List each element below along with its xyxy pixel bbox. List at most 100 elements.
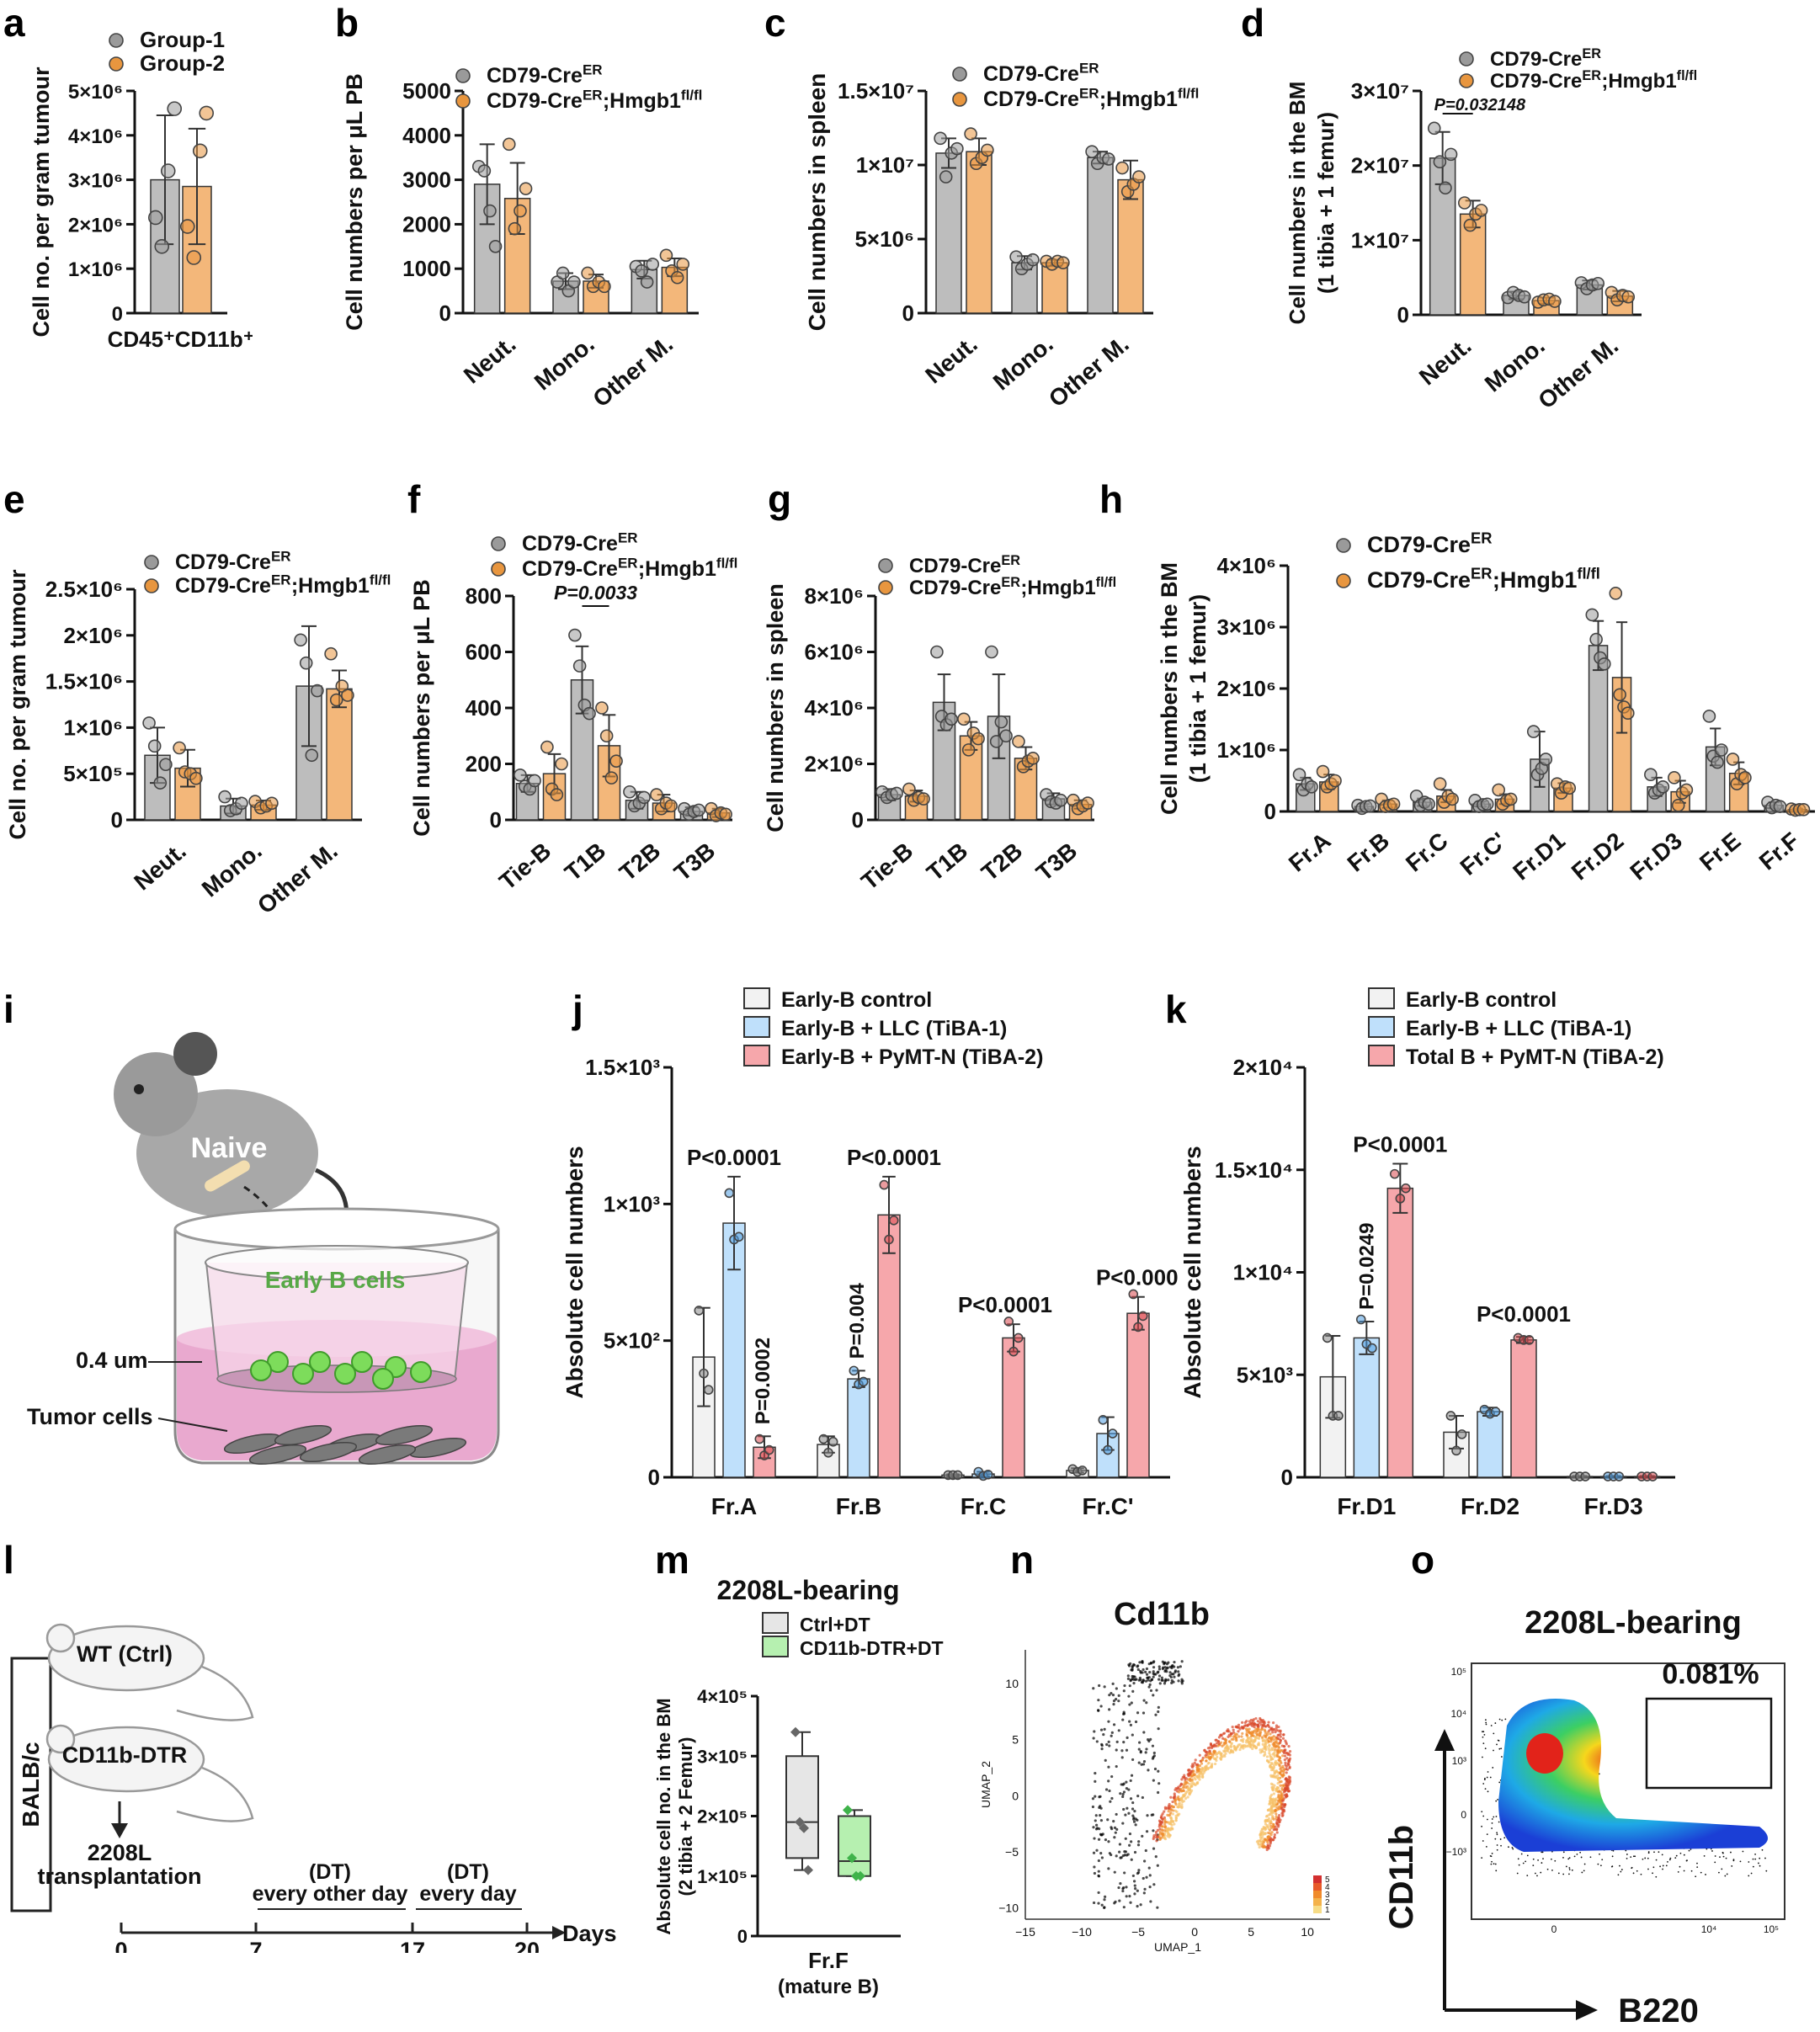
data-point-e — [305, 748, 319, 763]
chart-g: 0 2×10⁶ 4×10⁶ 6×10⁶ 8×10⁶ Cell numbers in spl… — [763, 553, 1116, 895]
y-tick-label: 5×10⁵ — [63, 761, 123, 786]
y-tick-label: 4×10⁶ — [1216, 553, 1276, 578]
data-point-j — [1098, 1415, 1109, 1425]
y-tick-label: 10³ — [1452, 1755, 1466, 1767]
data-point-b — [519, 182, 533, 195]
data-point-j — [754, 1434, 765, 1444]
data-point-h — [1492, 783, 1505, 797]
data-point-h — [1480, 797, 1494, 811]
data-point-h — [1562, 781, 1577, 795]
data-point-j — [823, 1447, 833, 1458]
data-point-h — [1422, 797, 1435, 811]
panel-label-f: f — [407, 477, 421, 521]
legend-marker — [952, 66, 967, 82]
bar-j-2-2 — [1002, 1337, 1025, 1478]
colorbar-label: 2 — [1325, 1898, 1330, 1907]
data-point-h — [1644, 768, 1658, 782]
legend-text: CD79-CreER ;Hmgb1fl/fl — [175, 572, 391, 598]
x-tick-label: 10⁵ — [1764, 1923, 1779, 1935]
arrow-head-icon — [1434, 1729, 1455, 1751]
y-tick-label: 2×10⁶ — [804, 752, 864, 777]
mouse-ear — [45, 1724, 76, 1754]
data-point-f — [623, 785, 636, 799]
y-tick-label: 1×10⁶ — [68, 258, 123, 281]
bar-k-2-0 — [1386, 1187, 1414, 1478]
y-tick-label: 5 — [1012, 1733, 1019, 1747]
data-point-e — [153, 776, 168, 790]
data-point-e — [294, 633, 307, 647]
data-point-f — [514, 768, 527, 782]
chart-title: 2208L-bearing — [717, 1575, 900, 1605]
data-point-b — [598, 279, 611, 294]
timeline-tick-label: 7 — [249, 1938, 262, 1953]
x-tick-label: Mono. — [530, 331, 599, 396]
data-point-k — [1445, 1411, 1456, 1421]
legend-text: Ctrl+DT — [800, 1614, 870, 1636]
y-tick-label: 5×10⁶ — [68, 81, 123, 104]
data-point-a — [179, 219, 195, 234]
data-point-e — [173, 741, 186, 755]
p-value-label: P=0.0033 — [554, 582, 637, 604]
data-point-d — [1474, 204, 1488, 217]
y-tick-label: 0 — [490, 807, 502, 832]
data-point-b — [477, 164, 492, 178]
data-point-h — [1726, 753, 1740, 766]
y-tick-label: 0 — [1012, 1789, 1019, 1802]
data-point-c — [964, 127, 977, 141]
b-cell — [292, 1363, 314, 1385]
dt-label: (DT) — [447, 1860, 489, 1884]
x-tick-label: Tie-B — [856, 838, 918, 895]
chart-c: 0 5×10⁶ 1×10⁷ 1.5×10⁷ Cell numbers in spleen… — [804, 61, 1199, 412]
y-tick-label: 10 — [1005, 1677, 1019, 1690]
data-point-g — [989, 735, 1003, 748]
x-axis-label: UMAP_1 — [1154, 1940, 1201, 1954]
y-tick-label: 1000 — [402, 256, 451, 281]
data-point-f — [572, 659, 587, 673]
y-tick-label: 600 — [466, 640, 502, 665]
mouse-label: Naive — [191, 1132, 268, 1164]
group-label: WT (Ctrl) — [77, 1641, 173, 1667]
data-point-e — [265, 796, 279, 811]
chart-title: 2208L-bearing — [1525, 1605, 1742, 1641]
colorbar-label: 4 — [1325, 1883, 1330, 1892]
data-point-f — [692, 803, 705, 817]
data-point-b — [483, 204, 497, 218]
legend-text: Early-B + PyMT-N (TiBA-2) — [781, 1045, 1043, 1069]
data-point-c — [950, 141, 964, 156]
legend-text: Early-B control — [1406, 988, 1557, 1012]
y-tick-label: 1×10⁶ — [63, 715, 123, 740]
x-tick-label: Fr.E — [1695, 827, 1745, 876]
x-tick-label: T2B — [977, 838, 1027, 886]
data-point-k — [1322, 1333, 1333, 1343]
x-tick-label: Fr.D2 — [1461, 1493, 1519, 1515]
data-point-a — [192, 143, 208, 159]
data-point-c — [1132, 170, 1146, 184]
p-value-label: P<0.0001 — [1353, 1131, 1447, 1157]
y-tick-label: 5×10³ — [1237, 1362, 1294, 1387]
data-point-h — [1656, 779, 1670, 794]
y-axis-label: Cell numbers in spleen — [804, 73, 830, 332]
data-point-b — [556, 266, 570, 280]
y-tick-label: 1×10⁵ — [697, 1866, 748, 1887]
legend-marker — [743, 1016, 770, 1038]
data-point-e — [341, 689, 354, 702]
y-axis-label: Cell numbers per μL PB — [342, 73, 367, 331]
y-axis-label: Absolute cell numbers — [1179, 1146, 1205, 1398]
p-value-label: P=0.0249 — [1355, 1223, 1378, 1310]
y-tick-label: 3×10⁵ — [697, 1746, 748, 1767]
legend-marker — [144, 578, 159, 593]
data-point-f — [664, 799, 678, 813]
legend-text: CD79-CreER — [487, 62, 603, 88]
data-point-m — [799, 1822, 809, 1833]
well-rim — [173, 1207, 500, 1251]
bar-b-1-0 — [503, 198, 531, 314]
y-tick-label: 2×10⁴ — [1233, 1055, 1293, 1080]
y-tick-label: 3×10⁶ — [1216, 614, 1276, 640]
y-axis-label: Cell numbers in the BM — [1157, 562, 1182, 815]
data-point-j — [858, 1376, 869, 1387]
b-cell — [309, 1351, 331, 1373]
x-tick-label: 10 — [1301, 1925, 1314, 1939]
data-point-j — [764, 1444, 774, 1455]
mouse-outline — [47, 1726, 205, 1793]
data-point-d — [1548, 295, 1562, 308]
